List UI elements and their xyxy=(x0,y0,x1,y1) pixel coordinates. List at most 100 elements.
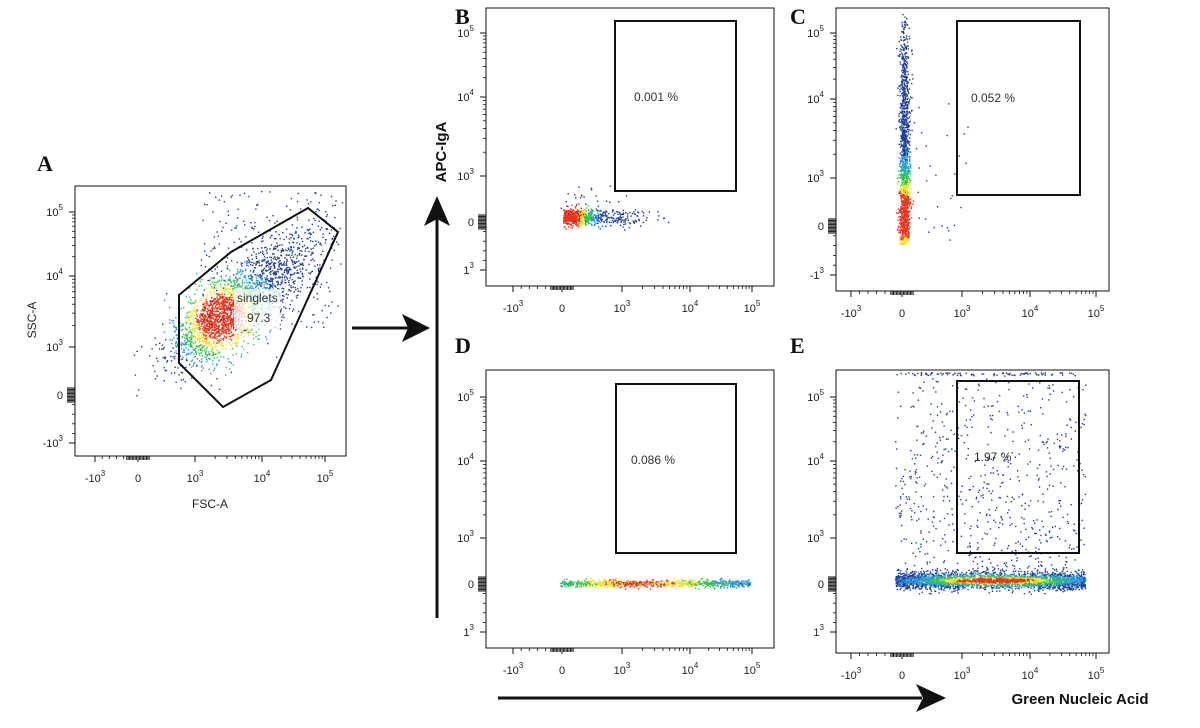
event-dot xyxy=(236,333,238,335)
event-dot xyxy=(911,97,913,99)
event-dot xyxy=(575,212,577,214)
event-dot xyxy=(141,346,143,348)
event-dot xyxy=(251,285,253,288)
event-dot xyxy=(166,361,168,363)
event-dot xyxy=(248,277,250,280)
event-dot xyxy=(222,339,224,341)
event-dot xyxy=(310,254,312,256)
event-dot xyxy=(575,205,577,207)
event-dot xyxy=(904,39,906,41)
event-dot xyxy=(216,336,218,338)
event-dot xyxy=(258,328,260,330)
event-dot xyxy=(901,81,904,83)
event-dot xyxy=(575,211,578,213)
event-dot xyxy=(208,306,211,308)
event-dot xyxy=(900,208,902,210)
event-dot xyxy=(230,321,232,324)
event-dot xyxy=(200,313,202,315)
event-dot xyxy=(629,211,631,214)
event-dot xyxy=(627,213,629,215)
event-dot xyxy=(191,337,193,339)
event-dot xyxy=(243,192,246,195)
event-dot xyxy=(900,222,902,225)
event-dot xyxy=(269,263,272,265)
event-dot xyxy=(574,207,577,209)
event-dot xyxy=(272,284,274,286)
event-dot xyxy=(277,249,279,252)
event-dot xyxy=(232,334,234,336)
event-dot xyxy=(903,226,906,228)
event-dot xyxy=(577,224,580,226)
event-dot xyxy=(227,306,229,308)
event-dot xyxy=(594,221,596,223)
event-dot xyxy=(244,287,246,290)
event-dot xyxy=(201,284,203,287)
event-dot xyxy=(208,342,210,345)
event-dot xyxy=(900,235,902,238)
event-dot xyxy=(246,285,248,287)
event-dot xyxy=(217,315,220,317)
event-dot xyxy=(210,347,213,350)
event-dot xyxy=(186,339,189,341)
arrow-up-icon xyxy=(424,196,450,618)
event-dot xyxy=(299,268,301,270)
event-dot xyxy=(640,225,642,227)
event-dot xyxy=(227,278,230,281)
event-dot xyxy=(900,102,902,105)
event-dot xyxy=(204,307,206,309)
event-dot xyxy=(584,219,586,222)
event-dot xyxy=(210,331,212,333)
event-dot xyxy=(187,340,190,343)
event-dot xyxy=(230,304,232,306)
event-dot xyxy=(200,300,202,302)
event-dot xyxy=(222,315,224,317)
event-dot xyxy=(904,138,906,140)
event-dot xyxy=(905,237,908,239)
event-dot xyxy=(277,261,280,264)
event-dot xyxy=(215,327,217,330)
event-dot xyxy=(265,338,268,340)
event-dot xyxy=(186,336,188,339)
event-dot xyxy=(908,205,911,207)
event-dot xyxy=(905,48,907,50)
event-dot xyxy=(294,272,296,274)
event-dot xyxy=(900,185,902,187)
event-dot xyxy=(191,359,194,361)
event-dot xyxy=(214,336,216,338)
event-dot xyxy=(196,310,198,312)
event-dot xyxy=(230,309,232,311)
event-dot xyxy=(906,65,908,68)
event-dot xyxy=(203,322,205,324)
event-dot xyxy=(209,327,211,330)
event-dot xyxy=(634,209,637,211)
event-dot xyxy=(613,218,615,220)
event-dot xyxy=(909,167,912,169)
event-dot xyxy=(267,342,269,345)
event-dot xyxy=(202,318,204,321)
event-dot xyxy=(266,248,268,250)
event-dot xyxy=(220,318,223,320)
event-dot xyxy=(177,367,179,369)
event-dot xyxy=(306,246,308,249)
event-dot xyxy=(638,219,640,222)
event-dot xyxy=(194,331,196,333)
event-dot xyxy=(902,186,904,188)
event-dot xyxy=(199,326,201,328)
event-dot xyxy=(194,299,197,302)
event-dot xyxy=(181,325,183,327)
event-dot xyxy=(908,161,911,163)
event-dot xyxy=(901,92,903,95)
event-dot xyxy=(217,280,219,282)
event-dot xyxy=(222,316,224,318)
event-dot xyxy=(909,140,911,143)
event-dot xyxy=(254,225,256,228)
event-dot xyxy=(903,165,905,167)
event-dot xyxy=(237,270,239,273)
event-dot xyxy=(257,203,259,206)
event-dot xyxy=(239,329,242,331)
event-dot xyxy=(223,287,225,289)
event-dot xyxy=(190,314,192,317)
event-dot xyxy=(902,110,904,113)
event-dot xyxy=(907,216,910,218)
event-dot xyxy=(279,268,281,271)
